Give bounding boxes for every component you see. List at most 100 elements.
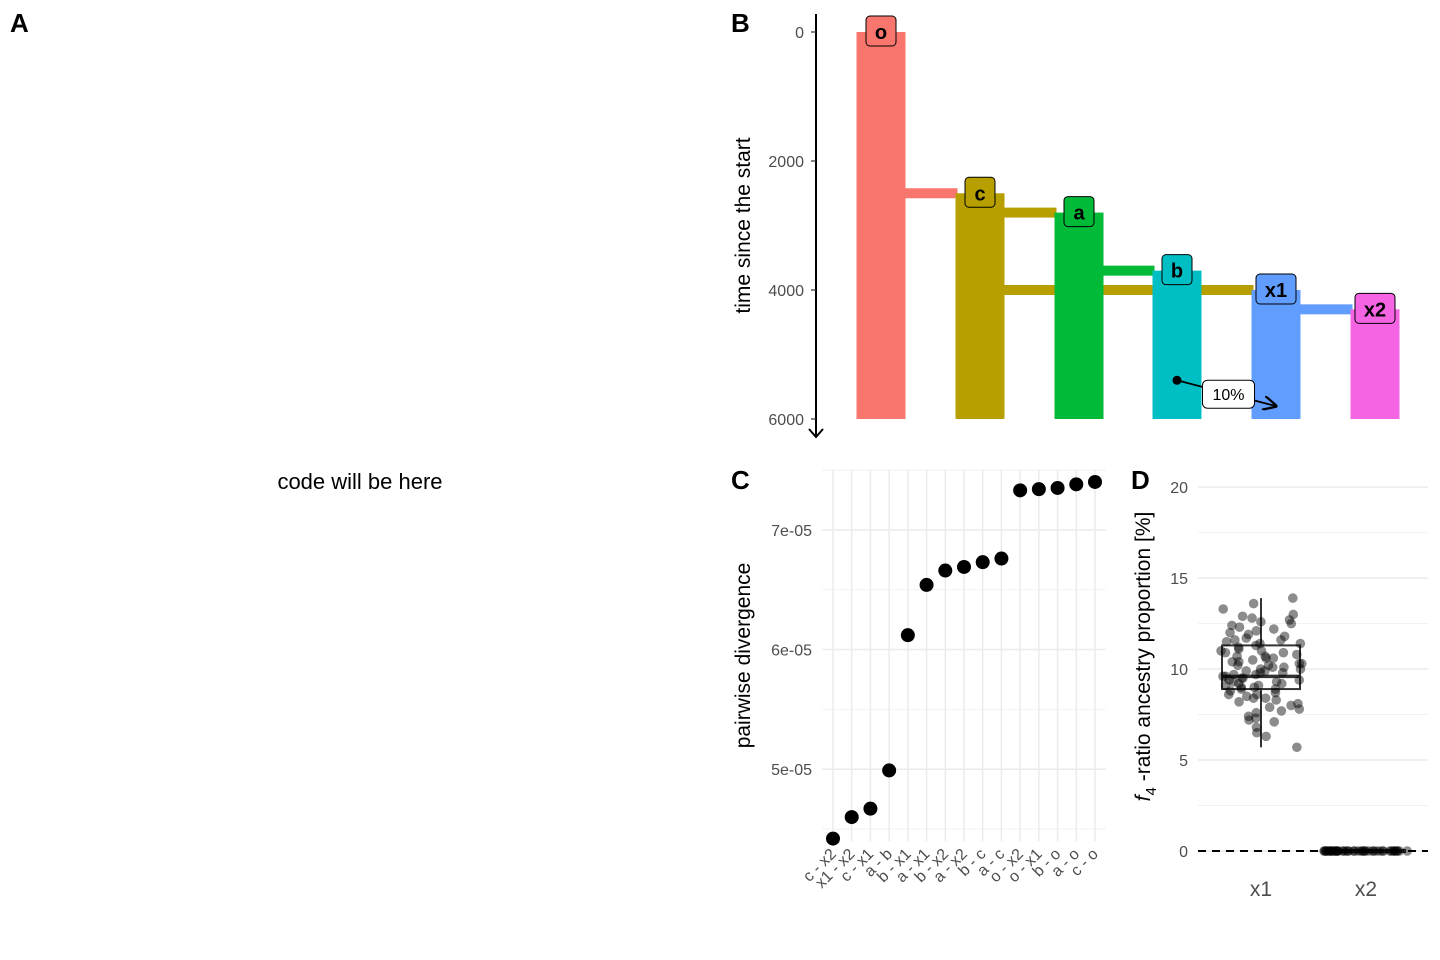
jitter-point-x1 bbox=[1255, 638, 1265, 649]
divergence-point bbox=[994, 551, 1009, 566]
jitter-point-x1 bbox=[1270, 684, 1281, 694]
y-tick-label: 10 bbox=[1170, 662, 1188, 679]
jitter-point-x2 bbox=[1368, 846, 1379, 856]
jitter-point-x1 bbox=[1277, 667, 1288, 678]
jitter-point-x1 bbox=[1247, 613, 1257, 623]
jitter-point-x1 bbox=[1248, 598, 1259, 609]
jitter-point-x2 bbox=[1385, 846, 1396, 856]
jitter-point-x1 bbox=[1221, 636, 1232, 647]
jitter-point-x1 bbox=[1234, 622, 1245, 632]
y-axis-title: pairwise divergence bbox=[732, 563, 755, 749]
jitter-point-x1 bbox=[1256, 616, 1266, 627]
population-bar-b bbox=[1152, 270, 1202, 419]
jitter-point-x2 bbox=[1333, 846, 1343, 856]
jitter-point-x1 bbox=[1252, 689, 1262, 700]
panel-d-letter: D bbox=[1131, 465, 1150, 495]
divergence-point bbox=[938, 563, 953, 578]
jitter-point-x1 bbox=[1269, 717, 1280, 727]
jitter-point-x1 bbox=[1251, 669, 1261, 680]
jitter-point-x1 bbox=[1234, 644, 1244, 654]
jitter-point-x2 bbox=[1377, 846, 1388, 856]
jitter-point-x2 bbox=[1390, 846, 1400, 856]
time-axis-arrowhead bbox=[808, 428, 824, 439]
jitter-point-x2 bbox=[1360, 846, 1371, 856]
population-label-o: o bbox=[875, 22, 887, 44]
jitter-point-x1 bbox=[1294, 704, 1305, 714]
jitter-point-x1 bbox=[1292, 649, 1302, 660]
jitter-point-x1 bbox=[1251, 640, 1261, 651]
panel-b-letter: B bbox=[731, 8, 750, 38]
jitter-point-x2 bbox=[1319, 846, 1330, 856]
jitter-point-x1 bbox=[1276, 635, 1286, 645]
population-label-x2: x2 bbox=[1364, 299, 1386, 321]
jitter-point-x1 bbox=[1227, 620, 1237, 631]
jitter-point-x2 bbox=[1358, 846, 1369, 856]
jitter-point-x1 bbox=[1293, 698, 1303, 709]
jitter-point-x1 bbox=[1292, 742, 1302, 753]
jitter-point-x1 bbox=[1243, 711, 1254, 722]
split-connector-c-x1 bbox=[1004, 285, 1254, 295]
split-connector-o-c bbox=[905, 188, 958, 199]
population-bar-a bbox=[1054, 212, 1104, 419]
jitter-point-x1 bbox=[1251, 626, 1262, 636]
gene-flow-label-box bbox=[1202, 379, 1255, 409]
jitter-point-x2 bbox=[1353, 846, 1363, 856]
jitter-point-x2 bbox=[1342, 846, 1353, 856]
jitter-point-x1 bbox=[1263, 660, 1274, 671]
population-label-b: b bbox=[1171, 261, 1183, 283]
jitter-point-x1 bbox=[1268, 653, 1279, 663]
panel-c-letter: C bbox=[731, 465, 750, 495]
y-tick-label: 15 bbox=[1170, 571, 1188, 588]
divergence-point bbox=[826, 831, 840, 846]
jitter-point-x1 bbox=[1234, 656, 1244, 667]
x-category-label: x1 bbox=[1250, 878, 1272, 901]
jitter-point-x2 bbox=[1321, 846, 1331, 856]
jitter-point-x2 bbox=[1344, 846, 1354, 856]
y-tick-label: 20 bbox=[1170, 480, 1188, 497]
jitter-point-x1 bbox=[1233, 660, 1243, 671]
jitter-point-x2 bbox=[1329, 846, 1340, 856]
jitter-point-x2 bbox=[1371, 846, 1382, 856]
jitter-point-x1 bbox=[1251, 707, 1262, 718]
jitter-point-x1 bbox=[1261, 653, 1271, 663]
jitter-point-x1 bbox=[1233, 642, 1244, 653]
jitter-point-x2 bbox=[1378, 846, 1389, 856]
panel-a-placeholder-text: code will be here bbox=[277, 469, 442, 494]
jitter-point-x1 bbox=[1288, 609, 1299, 620]
jitter-point-x1 bbox=[1288, 593, 1298, 603]
jitter-point-x1 bbox=[1295, 664, 1306, 674]
divergence-point bbox=[975, 555, 990, 570]
jitter-point-x2 bbox=[1374, 846, 1385, 856]
jitter-point-x1 bbox=[1278, 647, 1289, 658]
jitter-point-x1 bbox=[1284, 615, 1295, 625]
jitter-point-x2 bbox=[1349, 846, 1360, 856]
jitter-point-x1 bbox=[1271, 676, 1282, 687]
jitter-point-x1 bbox=[1236, 673, 1247, 683]
jitter-point-x1 bbox=[1251, 722, 1262, 733]
jitter-point-x2 bbox=[1324, 846, 1335, 856]
population-bar-x2 bbox=[1350, 309, 1400, 419]
jitter-point-x1 bbox=[1229, 669, 1239, 680]
jitter-point-x2 bbox=[1364, 846, 1374, 856]
jitter-point-x1 bbox=[1249, 682, 1260, 693]
jitter-point-x2 bbox=[1326, 846, 1336, 856]
box-x1 bbox=[1221, 644, 1301, 691]
jitter-point-x1 bbox=[1220, 671, 1231, 682]
divergence-point bbox=[1013, 483, 1028, 498]
jitter-point-x1 bbox=[1261, 731, 1271, 742]
divergence-point bbox=[919, 577, 934, 592]
y-tick-label: 0 bbox=[1179, 844, 1188, 861]
jitter-point-x1 bbox=[1234, 697, 1244, 707]
divergence-point bbox=[900, 628, 915, 643]
jitter-point-x1 bbox=[1218, 671, 1228, 682]
divergence-point bbox=[863, 801, 878, 816]
jitter-point-x2 bbox=[1323, 846, 1334, 856]
jitter-point-x1 bbox=[1241, 666, 1251, 676]
jitter-point-x1 bbox=[1276, 678, 1287, 689]
jitter-point-x1 bbox=[1228, 676, 1239, 687]
jitter-point-x1 bbox=[1255, 664, 1266, 674]
jitter-point-x2 bbox=[1368, 846, 1379, 856]
population-label-c: c bbox=[974, 183, 985, 205]
jitter-point-x1 bbox=[1256, 646, 1267, 656]
jitter-point-x2 bbox=[1322, 846, 1332, 856]
